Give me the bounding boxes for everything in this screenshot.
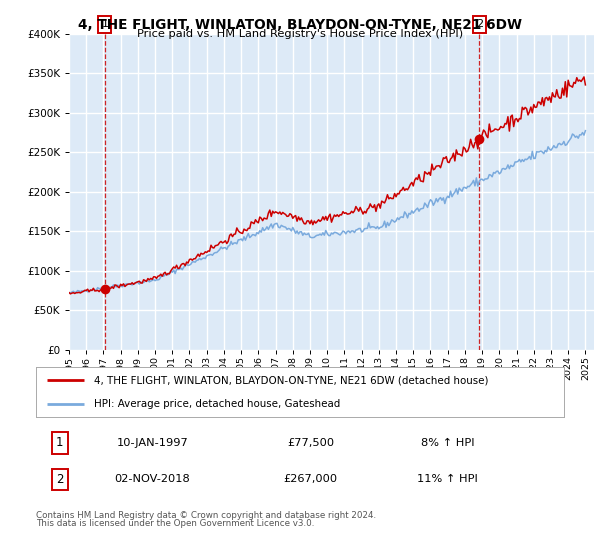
Text: 2: 2 bbox=[476, 20, 483, 30]
Text: £267,000: £267,000 bbox=[283, 474, 338, 484]
Text: £77,500: £77,500 bbox=[287, 438, 334, 448]
Text: 11% ↑ HPI: 11% ↑ HPI bbox=[418, 474, 478, 484]
Text: Price paid vs. HM Land Registry's House Price Index (HPI): Price paid vs. HM Land Registry's House … bbox=[137, 29, 463, 39]
Text: 10-JAN-1997: 10-JAN-1997 bbox=[116, 438, 188, 448]
Text: 8% ↑ HPI: 8% ↑ HPI bbox=[421, 438, 475, 448]
Text: 4, THE FLIGHT, WINLATON, BLAYDON-ON-TYNE, NE21 6DW: 4, THE FLIGHT, WINLATON, BLAYDON-ON-TYNE… bbox=[78, 18, 522, 32]
Text: Contains HM Land Registry data © Crown copyright and database right 2024.: Contains HM Land Registry data © Crown c… bbox=[36, 511, 376, 520]
Text: 4, THE FLIGHT, WINLATON, BLAYDON-ON-TYNE, NE21 6DW (detached house): 4, THE FLIGHT, WINLATON, BLAYDON-ON-TYNE… bbox=[94, 375, 488, 385]
Text: 1: 1 bbox=[56, 436, 64, 450]
Text: HPI: Average price, detached house, Gateshead: HPI: Average price, detached house, Gate… bbox=[94, 399, 340, 409]
Text: 02-NOV-2018: 02-NOV-2018 bbox=[114, 474, 190, 484]
Text: This data is licensed under the Open Government Licence v3.0.: This data is licensed under the Open Gov… bbox=[36, 519, 314, 528]
Text: 2: 2 bbox=[56, 473, 64, 486]
Text: 1: 1 bbox=[101, 20, 109, 30]
